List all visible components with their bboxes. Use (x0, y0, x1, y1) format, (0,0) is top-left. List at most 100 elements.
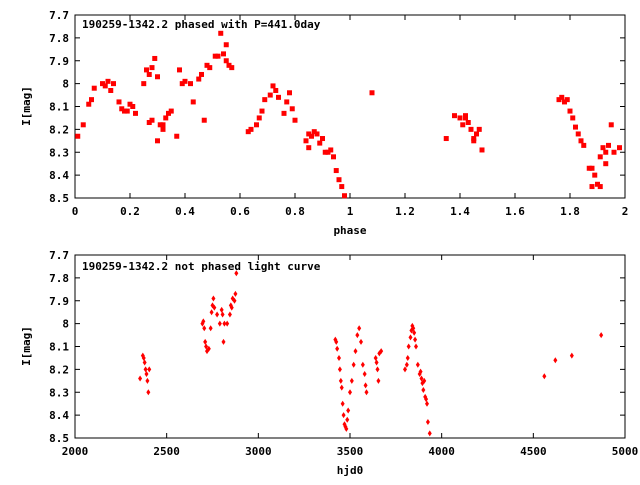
data-point (219, 306, 224, 313)
data-point (303, 138, 309, 144)
data-point (374, 359, 379, 366)
data-point (569, 352, 574, 359)
data-point (427, 430, 432, 437)
data-point (346, 407, 351, 414)
data-point (331, 154, 336, 160)
data-point (146, 120, 152, 126)
y-tick-label: 8.2 (49, 123, 69, 136)
data-point (163, 115, 169, 121)
x-tick-label: 0 (72, 205, 79, 218)
data-point (75, 133, 81, 139)
data-point (201, 318, 206, 325)
data-point (463, 113, 468, 119)
data-point (474, 131, 479, 137)
plot-frame (74, 14, 626, 199)
data-points (75, 30, 622, 199)
data-point (338, 377, 343, 384)
data-point (152, 55, 158, 61)
data-point (314, 131, 320, 137)
data-point (179, 81, 185, 87)
data-point (573, 124, 578, 130)
data-point (182, 78, 188, 84)
data-point (105, 78, 111, 84)
data-point (270, 83, 276, 89)
x-tick-label: 1.2 (395, 205, 415, 218)
x-tick-label: 4500 (520, 445, 547, 458)
data-point (160, 122, 166, 128)
data-point (567, 108, 573, 114)
data-point (284, 99, 290, 105)
data-point (111, 81, 116, 87)
data-point (335, 345, 340, 352)
data-point (337, 354, 341, 361)
y-tick-label: 8.2 (49, 363, 69, 376)
data-point (333, 168, 339, 174)
data-point (108, 87, 114, 93)
x-tick-label: 1.6 (505, 205, 525, 218)
plot-title: 190259-1342.2 phased with P=441.0day (82, 18, 321, 31)
x-tick-label: 4000 (428, 445, 455, 458)
y-tick-label: 7.9 (49, 55, 69, 68)
data-point (586, 165, 592, 171)
y-tick-label: 7.7 (49, 9, 69, 22)
x-tick-label: 1.8 (560, 205, 580, 218)
data-point (215, 311, 220, 318)
data-point (592, 172, 598, 178)
data-point (267, 92, 273, 98)
y-axis-label: I[mag] (20, 86, 33, 126)
data-point (603, 161, 609, 167)
data-point (196, 76, 202, 82)
data-point (155, 138, 160, 144)
data-point (262, 97, 268, 103)
data-point (600, 145, 606, 151)
data-point (168, 108, 174, 114)
data-point (141, 81, 147, 87)
data-point (174, 133, 180, 139)
data-point (348, 389, 352, 396)
data-point (223, 58, 229, 64)
data-point (556, 97, 562, 103)
data-point (211, 295, 216, 302)
phased-light-curve-plot: 0 0.2 0.4 0.6 0.8 1 1.2 1.4 1.6 1.8 2 7.7 7.8 7.9 8 8.1… (20, 9, 628, 237)
data-point (149, 117, 155, 123)
data-point (220, 311, 225, 318)
y-tick-label: 8.4 (49, 169, 69, 182)
data-point (311, 129, 317, 135)
data-point (418, 368, 423, 375)
y-tick-label: 8 (62, 78, 69, 91)
data-point (369, 90, 375, 96)
y-axis-label: I[mag] (20, 326, 33, 366)
data-point (143, 366, 148, 373)
data-point (229, 65, 235, 71)
data-point (408, 334, 413, 341)
data-point (221, 51, 226, 57)
data-point (570, 115, 576, 121)
data-point (406, 343, 411, 350)
data-point (212, 53, 218, 59)
data-point (553, 357, 558, 364)
data-point (379, 348, 384, 355)
data-point (322, 149, 328, 155)
data-point (564, 97, 570, 103)
data-point (403, 366, 407, 373)
x-tick-label: 0.6 (230, 205, 250, 218)
y-tick-label: 8.5 (49, 432, 69, 445)
data-point (595, 181, 600, 187)
data-point (256, 115, 262, 121)
data-point (306, 131, 312, 137)
data-point (411, 325, 416, 332)
data-point (617, 145, 622, 151)
data-point (204, 343, 209, 350)
data-point (89, 97, 94, 103)
data-point (328, 147, 334, 153)
data-point (146, 389, 151, 396)
data-point (157, 122, 163, 128)
data-point (320, 136, 325, 142)
data-point (166, 110, 171, 116)
data-point (142, 359, 147, 366)
data-point (289, 106, 295, 112)
data-point (476, 126, 482, 132)
data-point (226, 62, 232, 68)
